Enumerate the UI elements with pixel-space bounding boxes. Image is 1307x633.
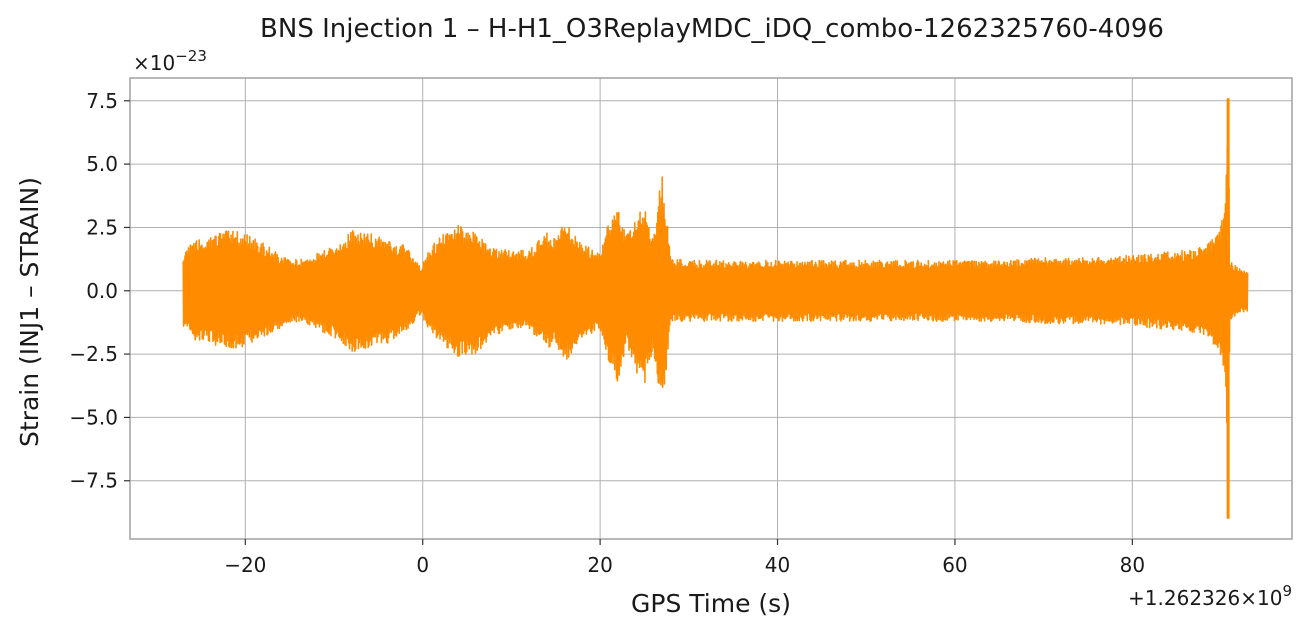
y-tick-label: 7.5	[86, 89, 118, 113]
x-offset-exponent: 9	[1282, 582, 1292, 600]
x-tick-label: 80	[1120, 553, 1145, 577]
y-scale-base: ×10	[133, 51, 175, 75]
y-tick-label: −2.5	[69, 342, 118, 366]
y-tick-label: 0.0	[86, 279, 118, 303]
x-tick-label: 40	[765, 553, 790, 577]
y-tick-label: −5.0	[69, 405, 118, 429]
chart-title: BNS Injection 1 – H-H1_O3ReplayMDC_iDQ_c…	[260, 14, 1164, 44]
y-axis-label: Strain (INJ1 – STRAIN)	[15, 177, 44, 447]
y-tick-label: 2.5	[86, 215, 118, 239]
x-offset-base: +1.262326×10	[1128, 586, 1282, 610]
y-axis-ticks: 7.5 5.0 2.5 0.0 −2.5 −5.0 −7.5	[69, 89, 130, 493]
y-tick-label: 5.0	[86, 152, 118, 176]
x-tick-label: 60	[942, 553, 967, 577]
x-axis-ticks: −20 0 20 40 60 80	[224, 539, 1145, 577]
strain-trace	[182, 105, 1249, 489]
x-tick-label: −20	[224, 553, 266, 577]
strain-series	[182, 98, 1249, 519]
x-offset-label: +1.262326×109	[1128, 582, 1292, 610]
plot-frame	[129, 77, 1293, 540]
y-scale-exponent: −23	[175, 47, 207, 65]
y-tick-label: −7.5	[69, 469, 118, 493]
x-tick-label: 0	[416, 553, 429, 577]
y-scale-label: ×10−23	[133, 47, 207, 75]
x-axis-label: GPS Time (s)	[631, 589, 791, 618]
x-tick-label: 20	[587, 553, 612, 577]
